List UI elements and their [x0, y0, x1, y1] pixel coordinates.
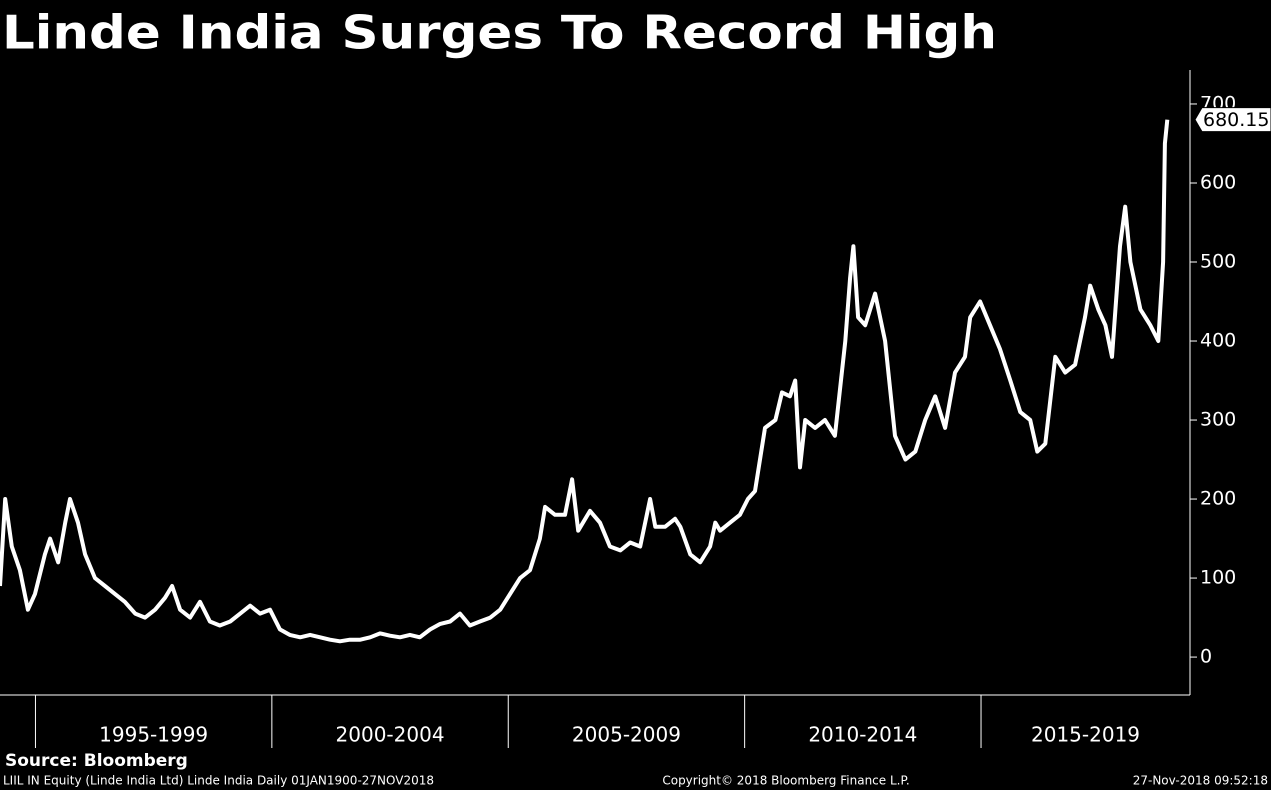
- footer-right: 27-Nov-2018 09:52:18: [1133, 774, 1268, 788]
- y-tick-label: 0: [1200, 646, 1212, 668]
- price-line: [0, 119, 1170, 644]
- x-period-label: 2010-2014: [808, 723, 917, 747]
- x-period-label: 1995-1999: [99, 723, 208, 747]
- y-tick-label: 500: [1200, 251, 1236, 273]
- y-tick-label: 600: [1200, 171, 1236, 193]
- x-period-label: 2015-2019: [1031, 723, 1140, 747]
- source: Source: Bloomberg: [5, 751, 188, 771]
- y-tick-label: 100: [1200, 567, 1236, 589]
- y-tick-label: 200: [1200, 488, 1236, 510]
- y-tick-label: 400: [1200, 330, 1236, 352]
- last-value-label: 680.15: [1203, 109, 1269, 131]
- footer-center: Copyright© 2018 Bloomberg Finance L.P.: [662, 774, 909, 788]
- y-tick-label: 300: [1200, 409, 1236, 431]
- x-period-label: 2000-2004: [336, 723, 445, 747]
- footer-left: LIIL IN Equity (Linde India Ltd) Linde I…: [3, 774, 434, 788]
- x-period-label: 2005-2009: [572, 723, 681, 747]
- last-value-box: [1194, 107, 1271, 133]
- chart-title: Linde India Surges To Record High: [2, 6, 997, 60]
